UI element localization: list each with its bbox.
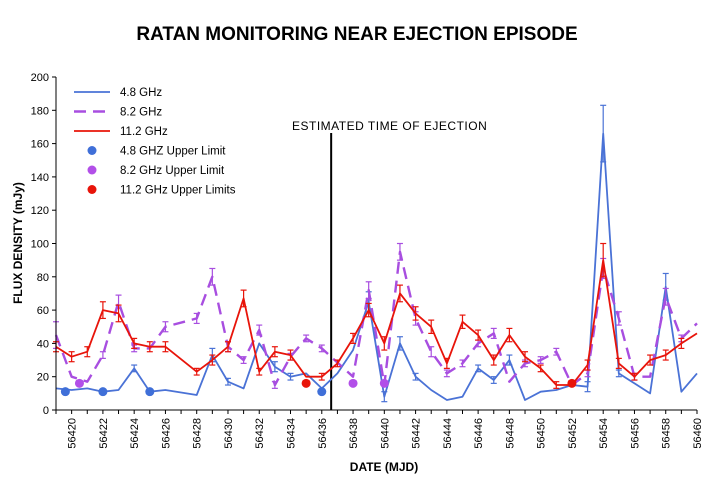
y-tick-label: 180 [31,105,49,117]
x-tick-label: 56428 [192,418,204,449]
legend-swatch-dot [87,165,97,175]
upper-limit-point [348,378,358,388]
legend-label: 11.2 GHz Upper Limits [120,185,236,197]
x-tick-label: 56460 [692,418,704,449]
legend-label: 4.8 GHZ Upper Limit [120,146,226,158]
legend-swatch-dot [87,185,97,194]
x-tick-label: 56442 [411,418,423,449]
x-tick-label: 56436 [317,418,329,449]
series-11-2-ghz [53,242,698,389]
y-tick-label: 60 [37,305,49,317]
x-tick-label: 56432 [254,418,266,449]
upper-limit-point [567,378,577,388]
x-tick-label: 56422 [98,418,110,449]
upper-limits-group [60,378,577,397]
upper-limit-point [301,378,311,388]
legend-label: 8.2 GHz Upper Limit [120,165,225,177]
x-tick-label: 56446 [473,418,485,449]
series-line [55,259,698,386]
series-4-8-ghz [55,104,698,403]
x-tick-label: 56438 [348,418,360,449]
legend: 4.8 GHz 8.2 GHz 11.2 GHz 4.8 GHZ Upper Limi… [74,87,236,197]
y-tick-label: 40 [37,338,49,350]
legend-label: 8.2 GHz [120,107,162,119]
y-tick-label: 140 [31,172,49,184]
x-tick-label: 56426 [160,418,172,449]
x-tick-label: 56458 [661,418,673,449]
legend-swatch-dot [87,146,97,155]
x-tick-label: 56444 [442,418,454,449]
y-tick-label: 0 [43,405,49,417]
upper-limit-point [317,387,327,397]
x-tick-label: 56450 [536,418,548,449]
x-tick-label: 56448 [504,418,516,449]
x-tick-label: 56454 [598,418,610,449]
y-axis-ticks: 0 20 40 60 80 100 120 140 160 180 200 [31,72,56,417]
legend-label: 4.8 GHz [120,87,162,99]
chart-title: RATAN MONITORING NEAR EJECTION EPISODE [136,24,577,45]
x-tick-label: 56456 [629,418,641,449]
y-tick-label: 100 [31,239,49,251]
x-axis-title: DATE (MJD) [350,460,418,474]
x-tick-label: 56430 [223,418,235,449]
y-tick-label: 20 [37,372,49,384]
y-tick-label: 80 [37,272,49,284]
upper-limit-point [145,387,155,397]
y-tick-label: 160 [31,139,49,151]
y-tick-label: 120 [31,205,49,217]
ejection-annotation: ESTIMATED TIME OF EJECTION [292,119,487,133]
x-tick-label: 56424 [129,418,141,449]
y-tick-label: 200 [31,72,49,84]
series-8-2-ghz [53,242,698,389]
upper-limit-point [379,378,389,388]
legend-label: 11.2 GHz [120,126,168,138]
y-axis-title: FLUX DENSITY (mJy) [11,182,25,304]
series-group [53,104,698,403]
upper-limit-point [60,387,70,397]
x-tick-label: 56440 [379,418,391,449]
x-axis-ticks: 56420 56422 56424 56426 56428 56430 56432 56434… [55,410,704,449]
x-tick-label: 56420 [67,418,79,449]
upper-limit-point [74,378,84,388]
x-tick-label: 56452 [567,418,579,449]
x-tick-label: 56434 [286,418,298,449]
upper-limit-point [98,387,108,397]
